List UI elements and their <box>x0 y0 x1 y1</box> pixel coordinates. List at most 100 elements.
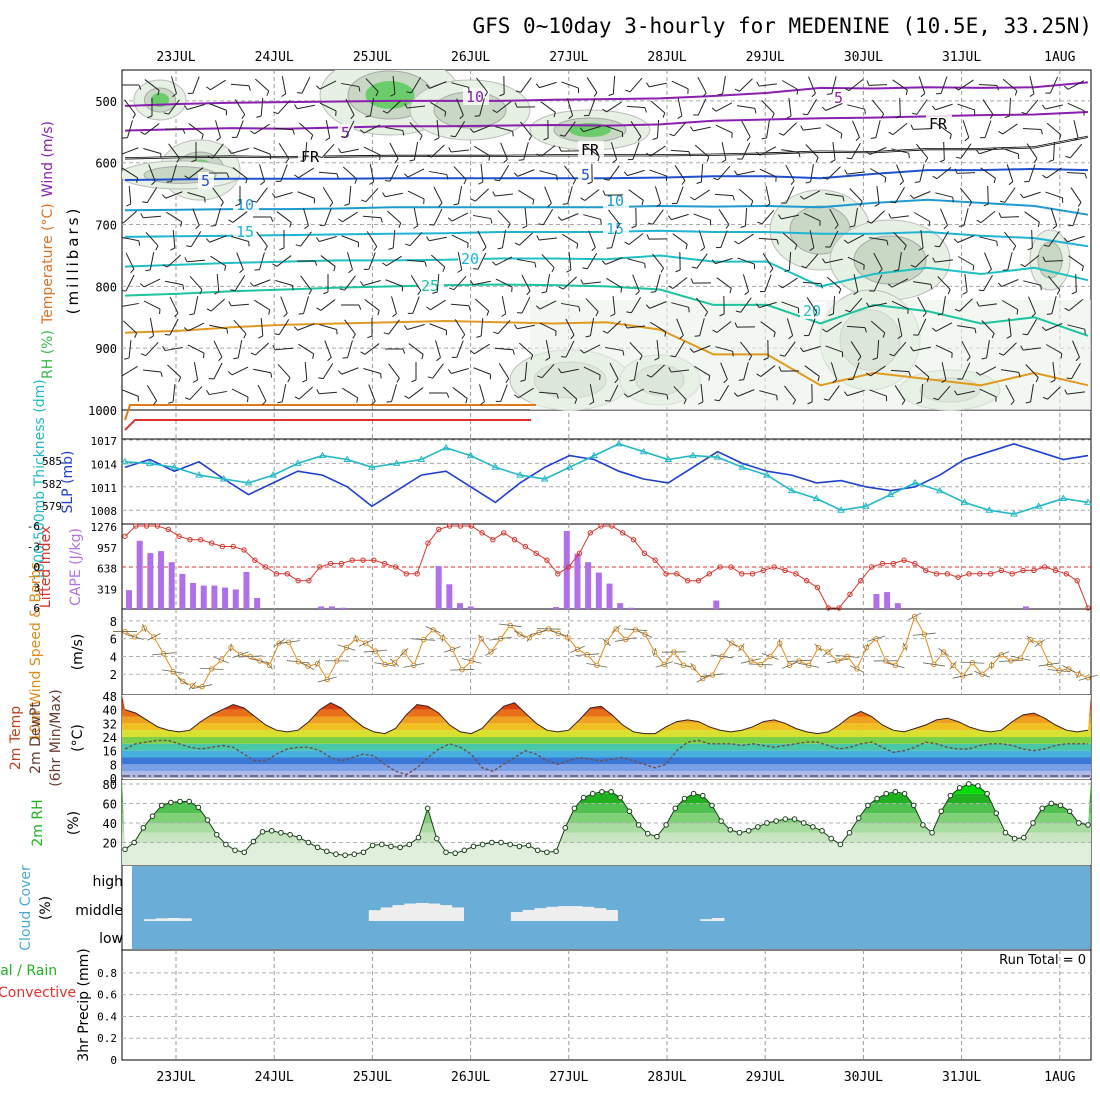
wind-barb <box>1060 353 1063 359</box>
wind-barb <box>961 340 971 358</box>
li-marker <box>706 571 712 577</box>
rh-band <box>122 842 1091 865</box>
wind-barb <box>517 169 535 177</box>
rh-marker <box>589 790 596 797</box>
wind-barb <box>324 340 332 358</box>
wind-barb <box>402 348 406 354</box>
wind-barb <box>653 647 657 657</box>
rh-marker <box>993 810 1000 817</box>
isotherm-label: 5 <box>834 89 843 107</box>
wind-barb <box>673 121 687 137</box>
wind-barb <box>344 203 350 206</box>
thickness-marker <box>590 451 599 459</box>
wind-barb <box>733 392 739 397</box>
wind-barb <box>374 662 396 667</box>
wind-barb <box>189 313 195 316</box>
wind-barb <box>337 644 356 651</box>
li-marker <box>187 536 193 543</box>
wind-barb <box>937 313 943 316</box>
wind-barb <box>871 99 885 115</box>
wind-barb <box>701 673 724 677</box>
wind-barb <box>1028 164 1036 182</box>
wind-barb <box>526 290 531 296</box>
wind-barb <box>409 231 423 247</box>
wind-barb <box>625 89 631 93</box>
thickness-marker <box>343 455 352 462</box>
rh-band <box>122 822 1091 833</box>
wind-barb <box>281 93 286 97</box>
wind-barb <box>413 142 419 160</box>
wind-barb <box>794 244 798 250</box>
wind-barb <box>216 137 221 142</box>
li-marker <box>143 523 150 529</box>
li-marker <box>457 523 464 529</box>
wind-barb <box>664 331 667 337</box>
wind-barb <box>1031 312 1036 318</box>
wind-barb <box>872 357 878 360</box>
wind-barb <box>300 231 312 247</box>
wind-barb <box>434 137 440 141</box>
wind-barb <box>870 137 876 139</box>
wind-barb <box>325 120 331 138</box>
wind-barb <box>233 357 239 360</box>
wind-barb <box>609 384 619 402</box>
wind-barb <box>606 247 612 249</box>
wind-barb <box>348 269 353 274</box>
rh-marker <box>168 799 174 806</box>
wind-barb <box>228 301 232 307</box>
li-marker <box>565 564 572 570</box>
wind-barb <box>868 84 888 86</box>
svg-text:RH (%)Temperature (°C)Wind (m/: RH (%)Temperature (°C)Wind (m/s) <box>40 121 56 379</box>
wind-barb <box>407 324 425 330</box>
wind-barb <box>213 340 223 358</box>
rh-marker <box>745 827 752 834</box>
wind-barb <box>926 376 930 382</box>
wind-barb <box>993 651 1010 659</box>
precip-tick-label: 0.6 <box>97 989 117 1002</box>
wind-barb <box>825 103 843 111</box>
wind-barb <box>1078 674 1098 681</box>
wind-barb <box>853 274 859 292</box>
wind-barb <box>962 120 970 138</box>
wind-barb <box>920 93 926 98</box>
isotherm-label-bg <box>578 166 594 183</box>
wind-barb <box>997 282 1003 287</box>
wind-barb <box>541 291 547 294</box>
wind-barb <box>960 661 985 664</box>
wind-barb <box>315 85 321 90</box>
wind-barb <box>1000 216 1020 218</box>
wind-barb <box>1006 335 1012 339</box>
thickness-marker <box>1034 502 1043 509</box>
wind-barb <box>1040 129 1044 135</box>
isotherm-label: 5 <box>341 124 350 142</box>
temp-band <box>122 757 1091 765</box>
wind-barb <box>1068 298 1084 312</box>
wind-barb <box>813 312 818 317</box>
rh-marker <box>1039 805 1045 812</box>
wind-barb <box>514 394 519 399</box>
isotherm-label: 25 <box>421 277 439 295</box>
wind-barb <box>612 295 616 315</box>
wind-barb <box>429 170 447 176</box>
wind-barb <box>345 98 355 116</box>
li-marker <box>490 536 496 543</box>
temp-band <box>122 764 1091 772</box>
wind-barb <box>696 674 709 683</box>
li-marker <box>782 567 788 574</box>
li-marker <box>977 571 983 577</box>
wind-barb <box>168 401 174 404</box>
wind-barb <box>761 100 775 114</box>
wind-barb <box>365 187 379 203</box>
isotherm-label-bg <box>298 148 324 165</box>
li-tick-label: 6 <box>33 602 40 615</box>
rh-marker <box>1048 800 1055 807</box>
wind-barb <box>983 274 993 292</box>
wind-barb <box>662 112 666 118</box>
wind-barb <box>497 319 511 335</box>
slp-tick-label: 1017 <box>91 435 118 448</box>
rh-tick-label: 60 <box>103 797 117 811</box>
wind-barb <box>694 189 710 201</box>
wind-barb <box>959 298 973 312</box>
wind-barb <box>721 159 727 163</box>
wind-barb <box>595 311 599 317</box>
